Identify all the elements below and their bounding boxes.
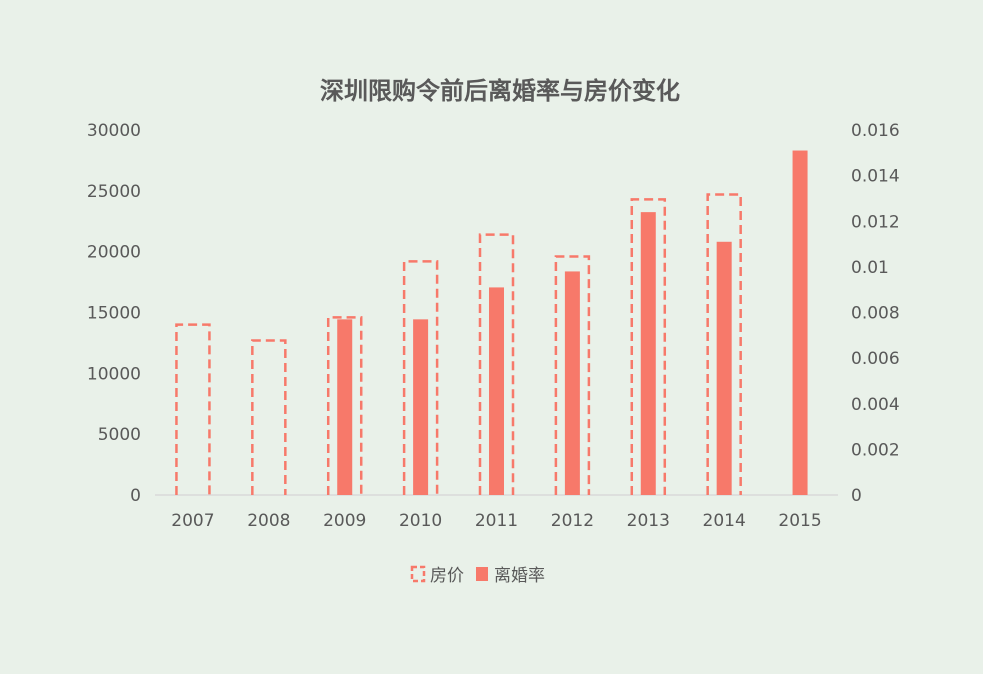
x-tick-label: 2013	[627, 511, 670, 531]
divorce-rate-bar	[792, 150, 808, 495]
right-y-tick-label: 0.002	[851, 440, 900, 460]
right-y-axis: 0 0.002 0.004 0.006 0.008 0.01 0.012 0.014 0.016	[851, 121, 900, 506]
house-price-bar	[402, 260, 439, 495]
house-price-bar	[175, 323, 211, 495]
legend-label-house-price: 房价	[430, 566, 464, 586]
right-y-tick-label: 0.006	[851, 349, 900, 369]
house-price-bar	[706, 193, 742, 495]
x-tick-label: 2015	[778, 511, 821, 531]
right-y-tick-label: 0.012	[851, 212, 900, 232]
left-y-tick-label: 25000	[87, 182, 141, 202]
right-y-tick-label: 0.008	[851, 304, 900, 324]
x-tick-label: 2008	[247, 511, 290, 531]
x-tick-label: 2012	[551, 511, 594, 531]
x-tick-label: 2009	[323, 511, 366, 531]
divorce-rate-bar	[716, 241, 732, 495]
divorce-rate-bar	[413, 319, 429, 495]
left-y-tick-label: 20000	[87, 243, 141, 263]
x-axis: 2007 2008 2009 2010 2011 2012 2013 2014 2015	[155, 494, 838, 531]
x-tick-label: 2011	[475, 511, 518, 531]
left-y-tick-label: 0	[130, 486, 141, 506]
divorce-rate-bar	[489, 287, 504, 495]
legend-swatch-house-price	[410, 565, 426, 583]
left-y-tick-label: 5000	[98, 425, 141, 445]
x-tick-label: 2007	[171, 511, 214, 531]
left-y-tick-label: 15000	[87, 304, 141, 324]
x-tick-label: 2010	[399, 511, 442, 531]
right-y-tick-label: 0.01	[851, 258, 889, 278]
chart-title: 深圳限购令前后离婚率与房价变化	[320, 77, 680, 105]
left-y-axis: 0 5000 10000 15000 20000 25000 30000	[87, 121, 141, 506]
bars-layer	[175, 150, 808, 495]
x-tick-label: 2014	[703, 511, 746, 531]
right-y-tick-label: 0.004	[851, 395, 900, 415]
legend: 房价 离婚率	[410, 565, 545, 586]
house-price-bar	[630, 198, 667, 495]
right-y-tick-label: 0.014	[851, 167, 900, 187]
house-price-bar	[478, 233, 515, 495]
house-price-bar	[554, 255, 591, 495]
divorce-rate-bar	[564, 271, 580, 495]
left-y-tick-label: 30000	[87, 121, 141, 141]
divorce-rate-bar	[640, 212, 656, 495]
right-y-tick-label: 0.016	[851, 121, 900, 141]
house-price-bar	[251, 339, 287, 495]
left-y-tick-label: 10000	[87, 364, 141, 384]
divorce-rate-bar	[337, 319, 353, 495]
legend-label-divorce-rate: 离婚率	[494, 566, 545, 586]
right-y-tick-label: 0	[851, 486, 862, 506]
house-price-bar	[326, 316, 363, 495]
legend-swatch-divorce-rate	[476, 567, 488, 581]
